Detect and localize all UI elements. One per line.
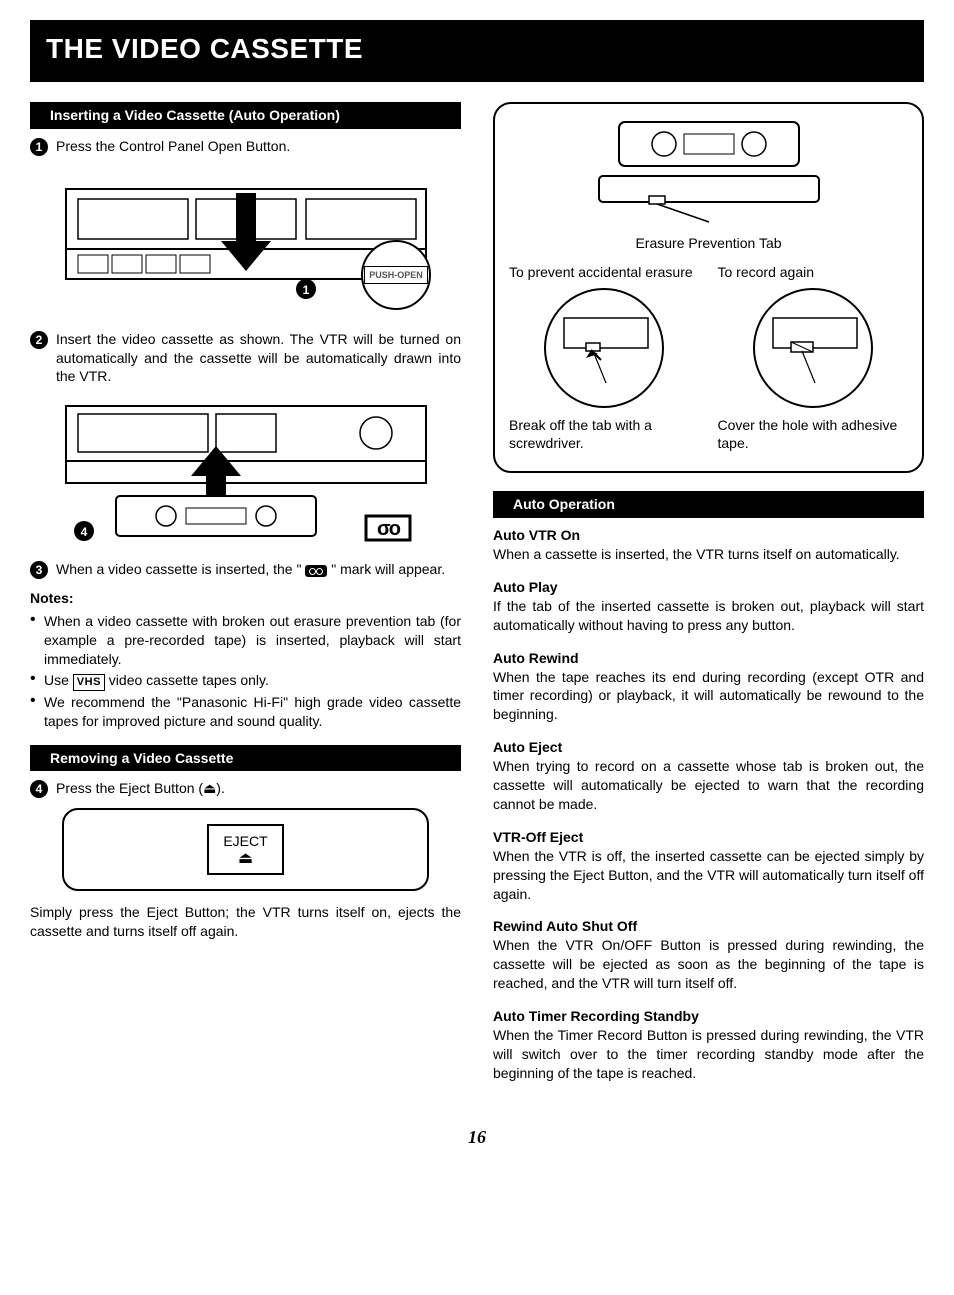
page-title: THE VIDEO CASSETTE [46,30,908,68]
feature-body-3: When trying to record on a cassette whos… [493,757,924,814]
right-column: Erasure Prevention Tab To prevent accide… [493,102,924,1097]
step-1: 1 Press the Control Panel Open Button. [30,137,461,156]
eject-label: EJECT [223,832,267,851]
eject-panel: EJECT ⏏ [62,808,428,891]
remove-paragraph: Simply press the Eject Button; the VTR t… [30,903,461,941]
note-item-3: We recommend the "Panasonic Hi-Fi" high … [30,693,461,731]
step-4-text: Press the Eject Button (⏏). [56,779,461,798]
feature-title-3: Auto Eject [493,738,924,757]
vtr-insert-illustration: 4 σο [56,396,436,546]
step-3-badge: 3 [30,561,48,579]
feature-1: Auto PlayIf the tab of the inserted cass… [493,578,924,635]
erasure-tab-label: Erasure Prevention Tab [509,234,908,253]
eject-icon: ⏏ [223,851,267,867]
feature-body-6: When the Timer Record Button is pressed … [493,1026,924,1083]
step-4-badge: 4 [30,780,48,798]
feature-title-0: Auto VTR On [493,526,924,545]
section-inserting-head: Inserting a Video Cassette (Auto Operati… [30,102,461,129]
step-2: 2 Insert the video cassette as shown. Th… [30,330,461,387]
feature-4: VTR-Off EjectWhen the VTR is off, the in… [493,828,924,904]
erasure-tab-diagram: Erasure Prevention Tab To prevent accide… [493,102,924,474]
section-auto-head: Auto Operation [493,491,924,518]
content-columns: Inserting a Video Cassette (Auto Operati… [30,102,924,1097]
feature-3: Auto EjectWhen trying to record on a cas… [493,738,924,814]
step-2-text: Insert the video cassette as shown. The … [56,330,461,387]
left-column: Inserting a Video Cassette (Auto Operati… [30,102,461,1097]
feature-body-0: When a cassette is inserted, the VTR tur… [493,545,924,564]
feature-body-5: When the VTR On/OFF Button is pressed du… [493,936,924,993]
diagram-two-up: To prevent accidental erasure Break off … [509,263,908,454]
push-open-label: PUSH-OPEN [364,266,428,284]
prevent-caption: Break off the tab with a screwdriver. [509,416,700,454]
figure-vtr-insert: 4 σο [30,396,461,546]
prevent-illustration [544,288,664,408]
svg-text:σο: σο [377,518,401,540]
step-3-pre: When a video cassette is inserted, the " [56,561,305,577]
step-3-text: When a video cassette is inserted, the "… [56,560,461,579]
feature-title-6: Auto Timer Recording Standby [493,1007,924,1026]
push-open-callout: PUSH-OPEN [361,240,431,310]
step-2-badge: 2 [30,331,48,349]
svg-text:4: 4 [80,525,87,539]
cassette-illustration [559,118,859,228]
prevent-block: To prevent accidental erasure Break off … [509,263,700,454]
record-caption: Cover the hole with adhesive tape. [718,416,909,454]
feature-0: Auto VTR OnWhen a cassette is inserted, … [493,526,924,564]
record-illustration [753,288,873,408]
feature-5: Rewind Auto Shut OffWhen the VTR On/OFF … [493,917,924,993]
record-block: To record again Cover the hole with adhe… [718,263,909,454]
figure-vtr-open: 1 PUSH-OPEN [30,166,461,316]
step-4: 4 Press the Eject Button (⏏). [30,779,461,798]
svg-text:1: 1 [302,283,309,297]
notes-heading: Notes: [30,589,461,608]
page-title-bar: THE VIDEO CASSETTE [30,20,924,82]
eject-button-graphic: EJECT ⏏ [207,824,283,875]
step-1-badge: 1 [30,138,48,156]
feature-body-4: When the VTR is off, the inserted casset… [493,847,924,904]
feature-title-4: VTR-Off Eject [493,828,924,847]
note-item-2: Use VHS video cassette tapes only. [30,671,461,691]
note-item-1: When a video cassette with broken out er… [30,612,461,669]
section-removing-head: Removing a Video Cassette [30,745,461,772]
feature-title-2: Auto Rewind [493,649,924,668]
feature-body-2: When the tape reaches its end during rec… [493,668,924,725]
feature-body-1: If the tab of the inserted cassette is b… [493,597,924,635]
feature-title-1: Auto Play [493,578,924,597]
prevent-head: To prevent accidental erasure [509,263,700,282]
feature-2: Auto RewindWhen the tape reaches its end… [493,649,924,725]
step-1-text: Press the Control Panel Open Button. [56,137,461,156]
page-number: 16 [30,1125,924,1149]
feature-title-5: Rewind Auto Shut Off [493,917,924,936]
cassette-mark-icon [305,565,327,577]
notes-list: When a video cassette with broken out er… [30,612,461,730]
record-head: To record again [718,263,909,282]
step-3: 3 When a video cassette is inserted, the… [30,560,461,579]
auto-features-list: Auto VTR OnWhen a cassette is inserted, … [493,526,924,1082]
feature-6: Auto Timer Recording StandbyWhen the Tim… [493,1007,924,1083]
step-3-post: " mark will appear. [327,561,445,577]
vhs-badge-icon: VHS [73,674,105,691]
